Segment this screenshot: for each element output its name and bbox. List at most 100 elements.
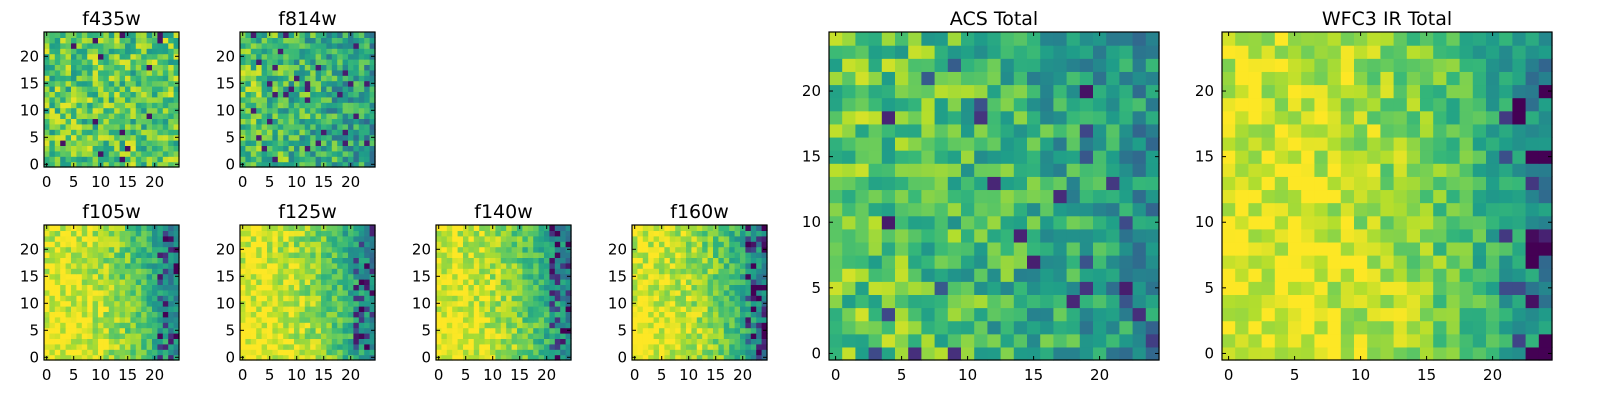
heatmap-cell (146, 140, 153, 146)
heatmap-cell (369, 145, 376, 152)
heatmap-cell (108, 322, 115, 329)
heatmap-cell (544, 300, 550, 307)
heatmap-cell (256, 311, 263, 318)
heatmap-cell (1512, 255, 1527, 269)
heatmap-cell (1314, 255, 1329, 269)
heatmap-cell (342, 145, 349, 152)
heatmap-cell (277, 289, 284, 296)
heatmap-cell (1288, 176, 1302, 191)
heatmap-cell (364, 349, 371, 356)
heatmap-cell (103, 134, 110, 141)
heatmap-cell (44, 311, 50, 318)
heatmap-cell (533, 338, 540, 345)
heatmap-cell (881, 333, 896, 348)
heatmap-cell (54, 349, 61, 356)
heatmap-cell (1420, 294, 1434, 309)
heatmap-cell (729, 349, 736, 356)
heatmap-cell (1340, 294, 1355, 309)
heatmap-cell (1119, 71, 1134, 86)
heatmap-cell (1145, 136, 1160, 151)
heatmap-cell (65, 161, 72, 168)
heatmap-cell (157, 37, 164, 44)
heatmap-cell (92, 59, 99, 65)
heatmap-cell (1053, 136, 1068, 151)
heatmap-cell (331, 123, 338, 130)
heatmap-cell (457, 316, 464, 323)
heatmap-cell (686, 338, 692, 345)
heatmap-cell (908, 294, 922, 309)
heatmap-cell (49, 86, 56, 92)
heatmap-cell (353, 316, 360, 323)
heatmap-cell (331, 316, 338, 323)
heatmap-cell (299, 80, 306, 87)
heatmap-cell (560, 241, 567, 248)
heatmap-cell (108, 107, 115, 114)
heatmap-cell (718, 235, 725, 242)
heatmap-cell (162, 123, 169, 130)
heatmap-cell (1235, 150, 1249, 164)
heatmap-cell (1261, 268, 1276, 282)
heatmap-cell (81, 140, 88, 146)
heatmap-cell (261, 316, 268, 323)
heatmap-cell (1446, 215, 1461, 230)
heatmap-cell (1040, 123, 1054, 138)
heatmap-cell (987, 202, 1002, 217)
heatmap-cell (76, 75, 83, 82)
heatmap-cell (125, 53, 131, 60)
heatmap-cell (256, 262, 263, 269)
heatmap-cell (87, 268, 94, 275)
heatmap-cell (761, 289, 768, 296)
heatmap-cell (358, 311, 365, 318)
heatmap-cell (358, 80, 365, 87)
heatmap-cell (114, 96, 121, 103)
heatmap-cell (1106, 268, 1120, 282)
heatmap-cell (71, 64, 77, 71)
heatmap-cell (250, 69, 257, 76)
x-tick-label: 20 (1090, 366, 1109, 384)
heatmap-cell (353, 273, 360, 280)
heatmap-cell (44, 42, 50, 49)
heatmap-cell (141, 102, 148, 109)
heatmap-cell (729, 295, 736, 302)
heatmap-cell (65, 113, 72, 119)
heatmap-cell (1314, 215, 1329, 230)
heatmap-cell (54, 268, 61, 275)
heatmap-cell (1119, 202, 1134, 217)
heatmap-cell (157, 129, 164, 136)
heatmap-cell (881, 71, 896, 86)
heatmap-cell (723, 284, 730, 291)
heatmap-cell (135, 113, 142, 119)
heatmap-cell (87, 316, 94, 323)
heatmap-cell (868, 189, 883, 204)
heatmap-cell (1119, 241, 1134, 256)
heatmap-cell (304, 69, 311, 76)
heatmap-cell (245, 354, 252, 361)
heatmap-cell (98, 134, 104, 141)
heatmap-cell (947, 150, 962, 164)
heatmap-cell (632, 235, 638, 242)
heatmap-cell (1301, 163, 1315, 177)
heatmap-cell (87, 306, 94, 312)
x-tick-label: 15 (510, 366, 529, 384)
heatmap-cell (49, 123, 56, 130)
heatmap-cell (245, 42, 252, 49)
heatmap-cell (961, 110, 975, 125)
heatmap-cell (310, 150, 317, 157)
heatmap-cell (1013, 123, 1028, 138)
heatmap-cell (130, 80, 137, 87)
heatmap-cell (342, 96, 349, 103)
heatmap-cell (463, 235, 469, 242)
heatmap-cell (707, 349, 714, 356)
heatmap-cell (565, 252, 572, 258)
heatmap-cell (245, 145, 252, 152)
heatmap-cell (261, 349, 268, 356)
heatmap-cell (299, 102, 306, 109)
heatmap-cell (686, 333, 692, 339)
heatmap-cell (114, 300, 121, 307)
x-tick-label: 0 (630, 366, 640, 384)
heatmap-cell (245, 86, 252, 92)
heatmap-cell (353, 349, 360, 356)
heatmap-cell (71, 289, 77, 296)
heatmap-cell (326, 295, 333, 302)
heatmap-cell (87, 225, 94, 231)
